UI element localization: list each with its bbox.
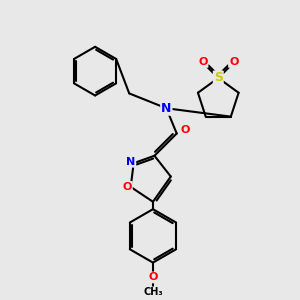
Text: O: O [148,272,158,283]
Text: O: O [180,125,190,135]
Text: CH₃: CH₃ [143,287,163,297]
Text: O: O [229,57,238,67]
Text: N: N [126,157,135,167]
Text: O: O [198,57,208,67]
Text: O: O [122,182,132,192]
Text: S: S [214,71,223,85]
Text: N: N [161,102,172,115]
